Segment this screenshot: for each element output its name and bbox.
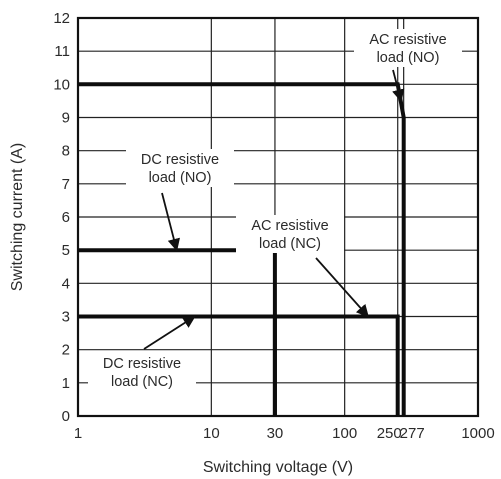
annotation-text: DC resistive xyxy=(141,152,219,168)
y-tick-label: 5 xyxy=(62,242,70,259)
x-tick-label: 1000 xyxy=(461,425,494,442)
y-tick-label: 7 xyxy=(62,176,70,193)
y-tick-label: 1 xyxy=(62,375,70,392)
y-tick-label: 8 xyxy=(62,143,70,160)
x-axis-label: Switching voltage (V) xyxy=(203,459,353,476)
annotation-arrow xyxy=(161,192,180,252)
annotations: AC resistive load (NO) DC resistive load (N… xyxy=(88,29,462,391)
annotation-text: DC resistive xyxy=(103,356,181,372)
annotation-text: load (NC) xyxy=(111,374,173,390)
annotation-arrow xyxy=(315,257,369,318)
y-axis-label: Switching current (A) xyxy=(9,143,26,292)
annotation-text: load (NO) xyxy=(377,50,440,66)
annotation-arrow xyxy=(392,69,405,103)
x-tick-label: 250 xyxy=(377,425,402,442)
annotation-backdrop xyxy=(236,215,344,253)
x-tick-label: 10 xyxy=(203,425,220,442)
y-tick-label: 9 xyxy=(62,110,70,127)
y-tick-label: 12 xyxy=(53,10,70,27)
y-tick-label: 2 xyxy=(62,342,70,359)
annotation-dc-resistive-no: DC resistive load (NO) xyxy=(126,149,234,252)
series-dc-resistive-nc xyxy=(78,314,277,416)
y-tick-label: 6 xyxy=(62,209,70,226)
x-tick-label: 30 xyxy=(267,425,284,442)
y-tick-label: 4 xyxy=(62,275,70,292)
x-tick-label: 1 xyxy=(74,425,82,442)
annotation-text: load (NC) xyxy=(259,236,321,252)
x-tick-label: 277 xyxy=(400,425,425,442)
y-tick-label: 11 xyxy=(54,43,70,60)
annotation-dc-resistive-nc: DC resistive load (NC) xyxy=(88,315,196,391)
annotation-text: load (NO) xyxy=(149,170,212,186)
y-tick-label: 0 xyxy=(62,408,70,425)
annotation-backdrop xyxy=(354,29,462,67)
annotation-ac-resistive-no: AC resistive load (NO) xyxy=(354,29,462,103)
annotation-arrow xyxy=(143,315,196,350)
y-tick-label: 3 xyxy=(62,309,70,326)
x-tick-label: 100 xyxy=(332,425,357,442)
y-tick-label: 10 xyxy=(53,76,70,93)
annotation-ac-resistive-nc: AC resistive load (NC) xyxy=(236,215,369,318)
annotation-text: AC resistive xyxy=(369,32,446,48)
annotation-backdrop xyxy=(126,149,234,187)
plot-frame xyxy=(76,16,480,418)
annotation-text: AC resistive xyxy=(251,218,328,234)
annotation-backdrop xyxy=(88,353,196,391)
